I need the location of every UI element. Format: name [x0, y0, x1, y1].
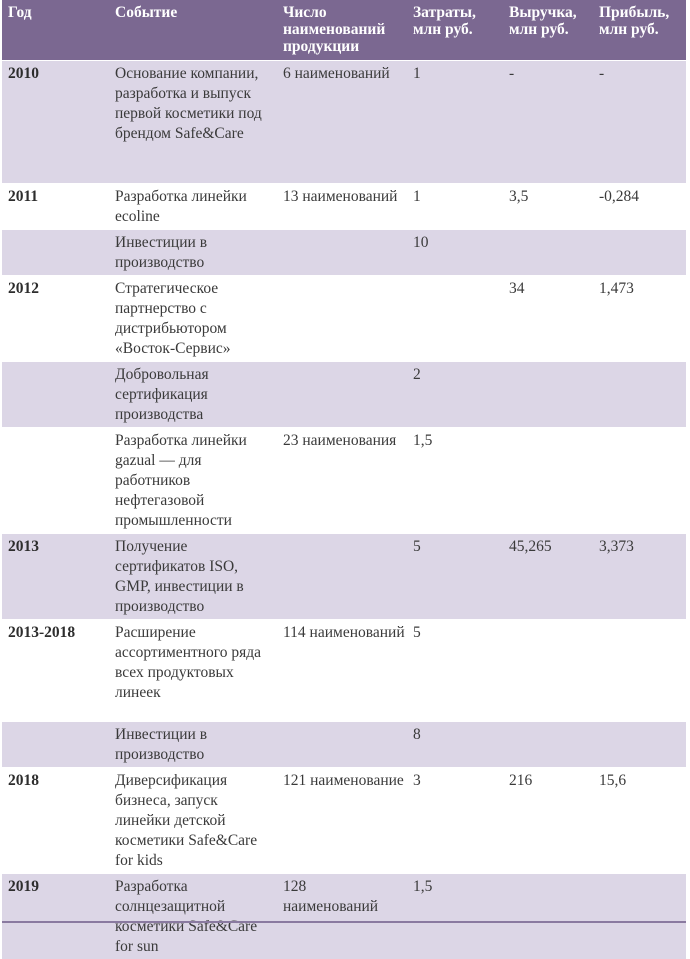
table-row: 2013 Получение сертификатов ISO, GMP, ин…: [2, 534, 686, 620]
cell-profit: 15,6: [593, 768, 686, 874]
cell-products: 23 наименования: [277, 428, 407, 534]
cell-year: [2, 230, 109, 276]
cell-profit: 1,473: [593, 276, 686, 362]
cell-profit: [593, 874, 686, 959]
cell-revenue: 45,265: [503, 534, 593, 620]
cell-revenue: -: [503, 61, 593, 184]
cell-products: 13 наименований: [277, 184, 407, 230]
cell-year: [2, 362, 109, 428]
cell-event: Разработка линейки ecoline: [109, 184, 277, 230]
cell-event: Расширение ассортиментного ряда всех про…: [109, 620, 277, 722]
cell-event: Основание компании, разработка и выпуск …: [109, 61, 277, 184]
cell-event: Стратегическое партнерство с дистрибьюто…: [109, 276, 277, 362]
cell-revenue: 3,5: [503, 184, 593, 230]
table-row: Разработка линейки gazual — для работник…: [2, 428, 686, 534]
header-products: Число наименований продукции: [277, 0, 407, 61]
cell-event: Получение сертификатов ISO, GMP, инвести…: [109, 534, 277, 620]
cell-profit: [593, 620, 686, 722]
cell-costs: 1,5: [407, 874, 503, 959]
table-row: 2019 Разработка солнцезащитной косметики…: [2, 874, 686, 959]
cell-year: 2013: [2, 534, 109, 620]
cell-revenue: [503, 620, 593, 722]
table-row: Инвестиции в производство 8: [2, 722, 686, 768]
table-row: 2010 Основание компании, разработка и вы…: [2, 61, 686, 184]
table-row: Инвестиции в производство 10: [2, 230, 686, 276]
table-row: Добровольная сертификация производства 2: [2, 362, 686, 428]
cell-revenue: [503, 230, 593, 276]
table-row: 2011 Разработка линейки ecoline 13 наиме…: [2, 184, 686, 230]
cell-costs: 8: [407, 722, 503, 768]
cell-event: Разработка солнцезащитной косметики Safe…: [109, 874, 277, 959]
cell-revenue: 216: [503, 768, 593, 874]
cell-revenue: [503, 874, 593, 959]
cell-profit: 3,373: [593, 534, 686, 620]
table-row: 2013-2018 Расширение ассортиментного ряд…: [2, 620, 686, 722]
cell-year: [2, 428, 109, 534]
cell-event: Инвестиции в производство: [109, 230, 277, 276]
cell-costs: 5: [407, 534, 503, 620]
cell-year: [2, 722, 109, 768]
cell-profit: [593, 362, 686, 428]
cell-products: [277, 230, 407, 276]
cell-revenue: [503, 428, 593, 534]
cell-event: Добровольная сертификация производства: [109, 362, 277, 428]
cell-products: [277, 362, 407, 428]
cell-year: 2012: [2, 276, 109, 362]
cell-costs: 1: [407, 61, 503, 184]
cell-products: [277, 722, 407, 768]
cell-year: 2010: [2, 61, 109, 184]
cell-event: Инвестиции в производство: [109, 722, 277, 768]
cell-year: 2011: [2, 184, 109, 230]
table-row: 2018 Диверсификация бизнеса, запуск лине…: [2, 768, 686, 874]
header-year: Год: [2, 0, 109, 61]
header-costs: Затраты, млн руб.: [407, 0, 503, 61]
cell-costs: 1: [407, 184, 503, 230]
cell-year: 2013-2018: [2, 620, 109, 722]
header-profit: Прибыль, млн руб.: [593, 0, 686, 61]
table-header: Год Событие Число наименований продукции…: [2, 0, 686, 61]
cell-year: 2018: [2, 768, 109, 874]
cell-profit: [593, 230, 686, 276]
cell-profit: [593, 722, 686, 768]
cell-profit: [593, 428, 686, 534]
cell-costs: 2: [407, 362, 503, 428]
cell-profit: -: [593, 61, 686, 184]
cell-year: 2019: [2, 874, 109, 959]
cell-costs: 1,5: [407, 428, 503, 534]
cell-profit: -0,284: [593, 184, 686, 230]
cell-products: 128 наименований: [277, 874, 407, 959]
header-event: Событие: [109, 0, 277, 61]
cell-costs: 5: [407, 620, 503, 722]
header-row: Год Событие Число наименований продукции…: [2, 0, 686, 61]
table-bottom-border: [2, 921, 686, 923]
cell-costs: [407, 276, 503, 362]
cell-costs: 3: [407, 768, 503, 874]
cell-products: 121 наименование: [277, 768, 407, 874]
cell-revenue: 34: [503, 276, 593, 362]
cell-costs: 10: [407, 230, 503, 276]
cell-products: 114 наименований: [277, 620, 407, 722]
header-revenue: Выручка, млн руб.: [503, 0, 593, 61]
cell-event: Разработка линейки gazual — для работник…: [109, 428, 277, 534]
table-body: 2010 Основание компании, разработка и вы…: [2, 61, 686, 959]
cell-revenue: [503, 362, 593, 428]
cell-event: Диверсификация бизнеса, запуск линейки д…: [109, 768, 277, 874]
cell-products: [277, 534, 407, 620]
table-row: 2012 Стратегическое партнерство с дистри…: [2, 276, 686, 362]
cell-products: 6 наименований: [277, 61, 407, 184]
cell-revenue: [503, 722, 593, 768]
cell-products: [277, 276, 407, 362]
